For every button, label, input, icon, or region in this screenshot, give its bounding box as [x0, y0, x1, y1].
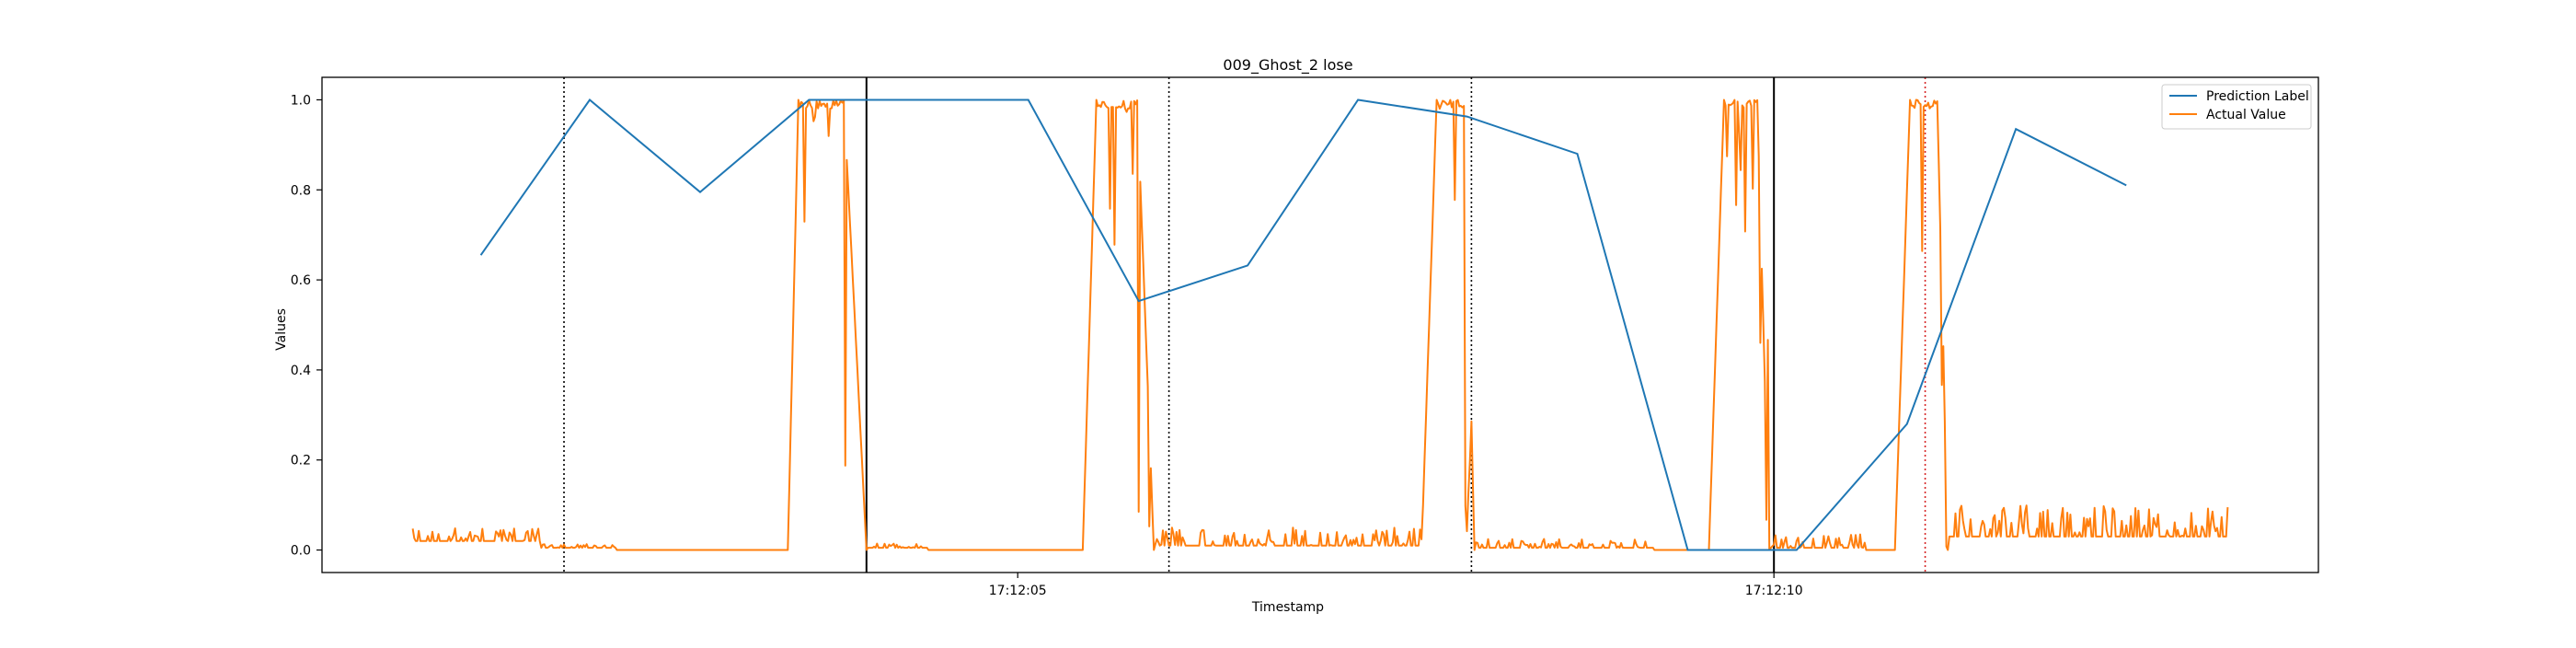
chart-title: 009_Ghost_2 lose — [1223, 56, 1352, 75]
legend-label-1: Prediction Label — [2206, 89, 2309, 104]
y-tick-label-3: 0.4 — [291, 364, 311, 378]
y-axis-label: Values — [274, 308, 289, 351]
y-tick-label-2: 0.2 — [291, 454, 311, 469]
legend: Prediction Label Actual Value — [2162, 85, 2311, 129]
x-tick-label-2: 17:12:10 — [1745, 584, 1803, 598]
x-axis-label: Timestamp — [1251, 600, 1324, 615]
y-tick-label-1: 0.0 — [291, 544, 311, 559]
x-tick-label-1: 17:12:05 — [989, 584, 1047, 598]
y-tick-label-5: 0.8 — [291, 183, 311, 198]
legend-label-2: Actual Value — [2206, 108, 2286, 122]
y-tick-label-6: 1.0 — [291, 93, 311, 108]
y-tick-label-4: 0.6 — [291, 273, 311, 288]
